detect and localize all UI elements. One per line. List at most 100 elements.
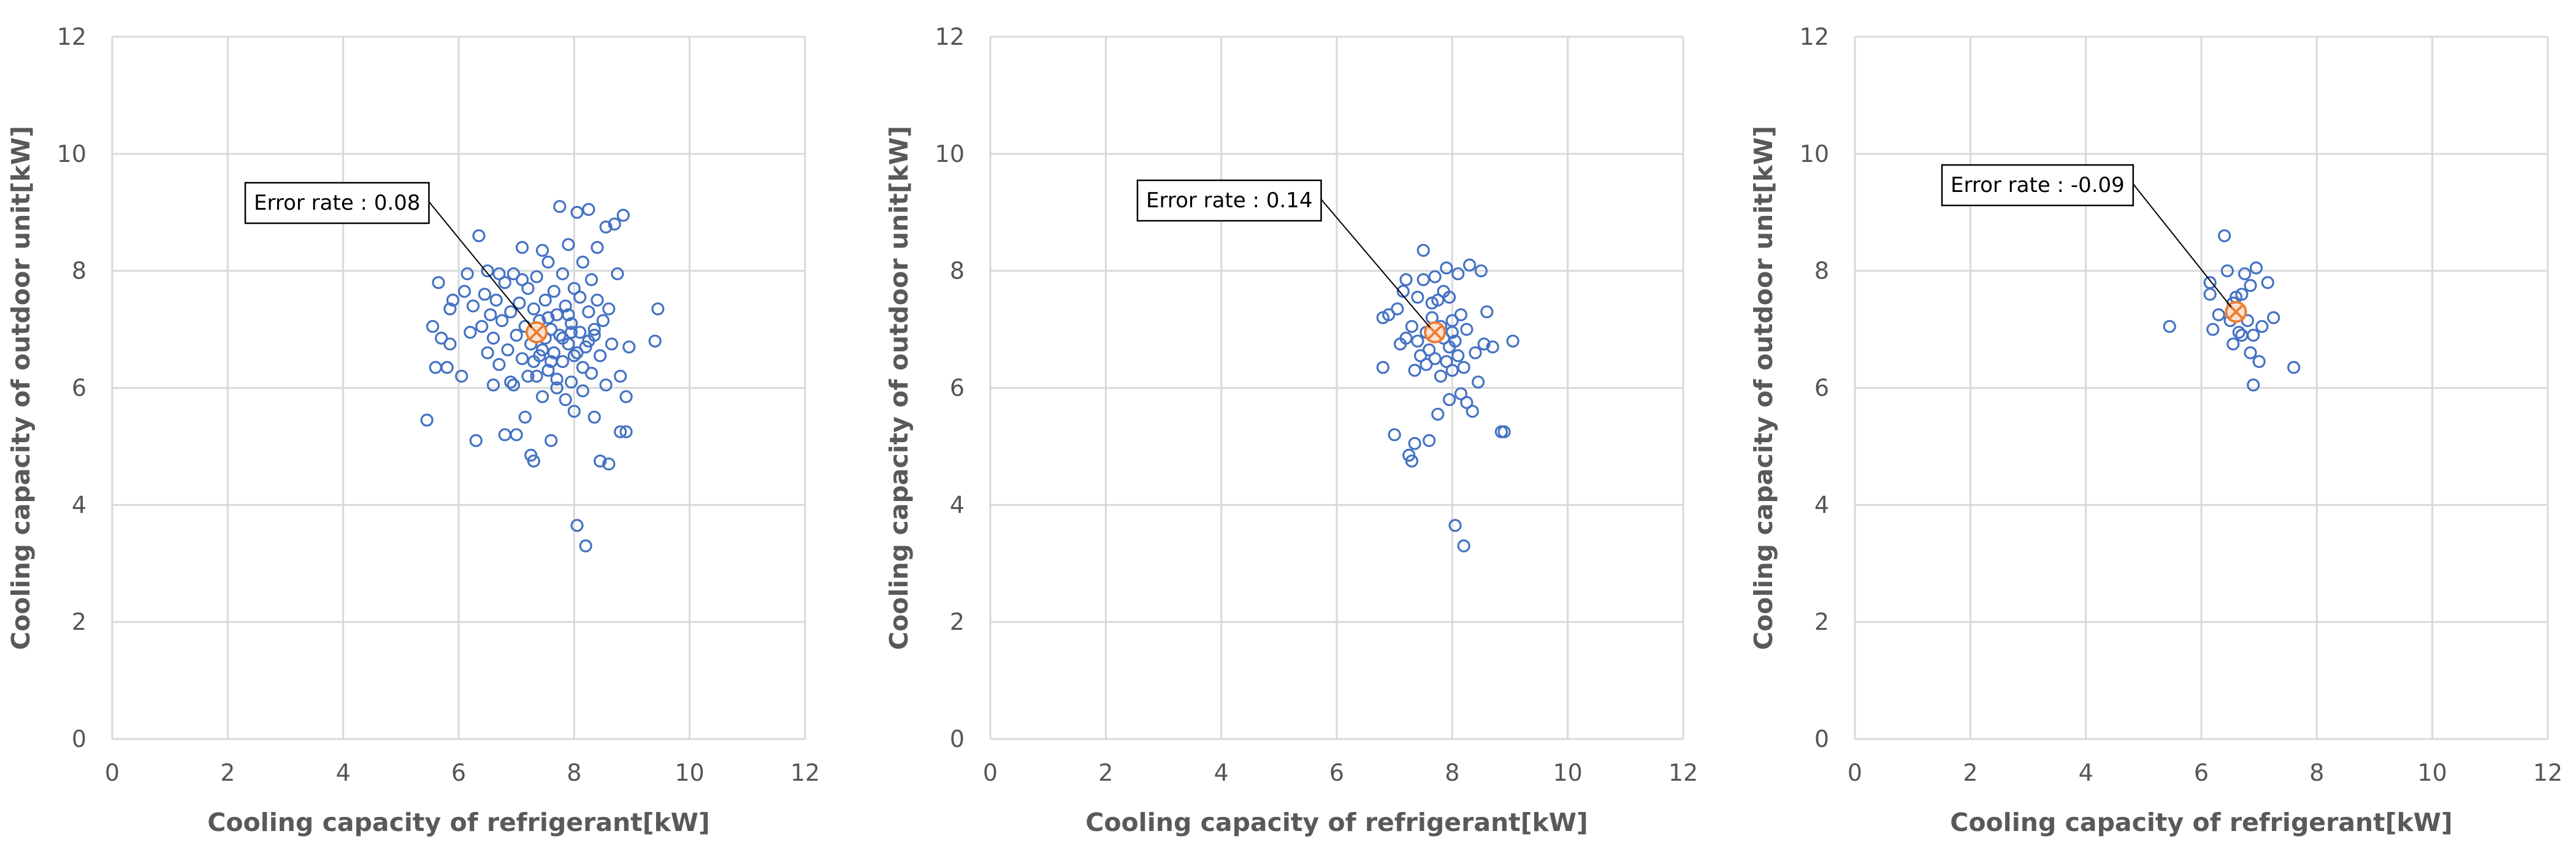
scatter-chart-2: 0 2 4 6 8 10 12 0 2 4 6 8 10 12 Cooling capacity of re…	[884, 23, 1698, 837]
data-point	[1391, 302, 1404, 316]
x-tick-label: 4	[1214, 759, 1229, 786]
data-point	[527, 354, 541, 369]
data-point	[1431, 293, 1445, 307]
data-point	[614, 425, 627, 438]
data-point	[1405, 454, 1419, 468]
x-tick-label: 6	[1329, 759, 1344, 786]
x-tick-label: 2	[220, 759, 235, 786]
data-point	[1448, 334, 1462, 348]
data-point	[565, 316, 578, 331]
data-point	[559, 299, 572, 313]
data-point	[1411, 291, 1424, 304]
data-point	[608, 217, 621, 231]
data-point	[541, 364, 555, 377]
data-point	[481, 264, 494, 278]
data-point	[1431, 407, 1445, 421]
x-tick-label: 8	[567, 759, 581, 786]
y-tick-label: 8	[1814, 258, 1829, 285]
data-point	[602, 302, 616, 316]
data-point	[1416, 243, 1430, 257]
data-point	[614, 369, 627, 383]
data-point	[602, 457, 616, 471]
y-tick-label: 4	[950, 491, 965, 518]
data-point	[1457, 361, 1470, 374]
data-point	[492, 358, 506, 371]
y-tick-label: 8	[950, 258, 965, 285]
x-tick-label: 10	[1553, 759, 1582, 786]
data-point	[1443, 392, 1456, 407]
data-point	[541, 311, 555, 324]
y-tick-label: 12	[57, 23, 86, 50]
data-point	[1388, 428, 1401, 442]
data-point	[584, 273, 598, 286]
data-point	[1416, 273, 1430, 286]
data-point	[2244, 346, 2257, 359]
data-point	[1434, 369, 1448, 383]
data-point	[567, 405, 581, 418]
data-point	[579, 539, 592, 553]
data-point	[2247, 378, 2260, 392]
data-point	[1440, 354, 1453, 369]
y-axis-title: Cooling capacity of outdoor unit[kW]	[6, 126, 36, 650]
data-point	[619, 425, 633, 438]
data-point	[2212, 308, 2225, 321]
data-point	[648, 334, 662, 348]
y-tick-label: 12	[1800, 23, 1829, 50]
data-point	[550, 372, 564, 386]
data-point	[455, 369, 468, 383]
data-point	[547, 285, 560, 298]
data-point	[1460, 396, 1473, 409]
x-tick-label: 4	[2079, 759, 2093, 786]
data-point	[587, 410, 601, 424]
data-point	[582, 305, 595, 319]
data-point	[469, 434, 483, 447]
data-point	[457, 285, 472, 298]
data-point	[559, 392, 572, 407]
x-tick-label: 2	[1963, 759, 1978, 786]
data-point	[1462, 258, 1477, 272]
x-tick-label: 0	[983, 759, 998, 786]
data-point	[443, 337, 457, 351]
y-tick-label: 4	[72, 491, 86, 518]
error-rate-annotation: Error rate : -0.09	[1951, 173, 2125, 197]
y-tick-label: 4	[1814, 491, 1829, 518]
annotation-leader-line	[1320, 199, 1431, 328]
mean-marker-cross	[529, 324, 545, 340]
data-point	[2232, 326, 2245, 339]
data-point	[556, 331, 570, 345]
x-tick-label: 6	[2194, 759, 2209, 786]
data-point	[515, 273, 529, 286]
y-tick-label: 0	[950, 726, 965, 752]
x-tick-label: 2	[1098, 759, 1113, 786]
data-point	[1408, 364, 1421, 377]
data-point	[530, 270, 543, 283]
error-rate-annotation: Error rate : 0.14	[1146, 188, 1313, 213]
data-point	[570, 519, 584, 532]
data-point	[498, 276, 511, 289]
data-point	[2252, 354, 2266, 369]
y-tick-label: 6	[1814, 375, 1829, 402]
data-point	[2238, 267, 2252, 281]
data-point	[1443, 291, 1456, 304]
data-point	[506, 267, 521, 281]
x-tick-label: 8	[1445, 759, 1459, 786]
data-point	[1405, 320, 1419, 333]
annotation-leader-line	[428, 201, 532, 328]
data-point	[541, 255, 555, 269]
data-point	[1466, 405, 1479, 418]
data-point	[611, 267, 624, 281]
data-point	[513, 296, 526, 310]
mean-marker-cross	[1427, 324, 1443, 340]
data-point	[510, 329, 523, 342]
x-tick-label: 12	[2533, 759, 2563, 786]
data-point	[2226, 337, 2240, 351]
data-point	[1454, 387, 1468, 400]
data-point	[1474, 264, 1488, 278]
data-point	[1497, 425, 1511, 438]
data-point	[486, 331, 500, 345]
data-point	[2249, 261, 2263, 275]
data-point	[1445, 326, 1459, 339]
x-tick-label: 0	[1848, 759, 1862, 786]
data-point	[521, 369, 535, 383]
